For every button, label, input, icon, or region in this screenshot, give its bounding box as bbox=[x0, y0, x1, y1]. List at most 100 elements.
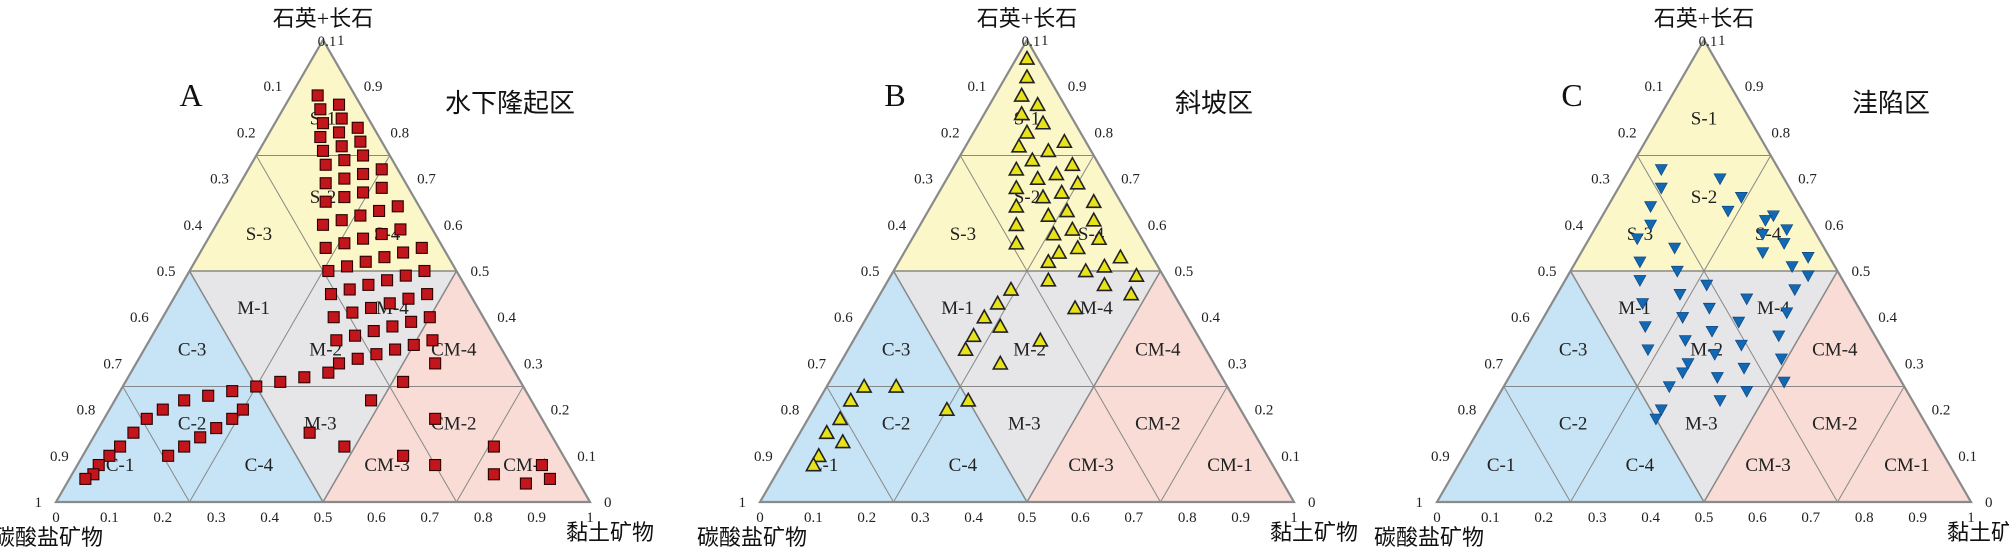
field-label-c-2: C-2 bbox=[882, 413, 911, 434]
tick-label-left: 1 bbox=[1416, 495, 1424, 511]
data-point bbox=[338, 440, 351, 453]
data-point bbox=[1801, 252, 1815, 264]
data-point bbox=[346, 306, 359, 319]
data-point bbox=[429, 357, 442, 370]
data-point bbox=[1758, 215, 1772, 227]
data-point bbox=[1772, 330, 1786, 343]
data-point bbox=[1756, 228, 1770, 241]
tick-label-bottom: 0.4 bbox=[1641, 510, 1660, 526]
data-point bbox=[1007, 160, 1025, 176]
data-point bbox=[178, 394, 191, 407]
data-point bbox=[1678, 335, 1692, 347]
tick-label-right: 0.8 bbox=[1094, 125, 1113, 141]
tick-label-left: 0.5 bbox=[1538, 264, 1557, 280]
data-point bbox=[1069, 174, 1087, 190]
data-point bbox=[1734, 339, 1748, 352]
panel-title: 水下隆起区 bbox=[445, 89, 575, 118]
data-point bbox=[332, 126, 346, 139]
field-label-c-4: C-4 bbox=[1626, 455, 1655, 476]
data-point bbox=[1031, 331, 1049, 347]
tick-label-right: 0.2 bbox=[1932, 403, 1951, 419]
tick-label-bottom: 0.4 bbox=[260, 510, 279, 526]
ternary-frame bbox=[1435, 37, 1973, 504]
data-point bbox=[1702, 302, 1716, 315]
data-point bbox=[351, 121, 364, 134]
data-point bbox=[343, 283, 356, 296]
data-point bbox=[365, 301, 378, 315]
tick-label-right: 1 bbox=[1718, 33, 1726, 49]
field-label-c-2: C-2 bbox=[1559, 413, 1588, 434]
data-point bbox=[1668, 242, 1682, 255]
tick-label-apex: 0.1 bbox=[318, 34, 337, 50]
data-point bbox=[389, 343, 402, 356]
data-point bbox=[1048, 165, 1065, 181]
subdivision-line bbox=[1636, 270, 1705, 387]
data-point bbox=[1644, 219, 1658, 232]
tick-label-right: 0 bbox=[604, 495, 612, 511]
data-point bbox=[303, 426, 316, 439]
data-point bbox=[1064, 156, 1081, 172]
tick-label-left: 0.4 bbox=[887, 218, 906, 234]
data-point bbox=[1064, 220, 1081, 236]
data-point bbox=[1023, 151, 1041, 167]
data-point bbox=[314, 103, 327, 116]
data-point bbox=[965, 327, 982, 343]
field-label-c-4: C-4 bbox=[245, 455, 274, 476]
data-point bbox=[1128, 266, 1145, 283]
tick-label-bottom: 0.7 bbox=[420, 510, 439, 526]
data-point bbox=[1654, 404, 1668, 417]
data-point bbox=[991, 317, 1009, 333]
tick-label-bottom: 0.7 bbox=[1801, 510, 1820, 526]
data-point bbox=[1780, 307, 1794, 320]
tick-label-left: 1 bbox=[35, 495, 43, 511]
data-point bbox=[1085, 211, 1103, 227]
subdivision-line bbox=[1026, 155, 1095, 272]
data-point bbox=[535, 458, 548, 472]
tick-label-left: 0.5 bbox=[157, 264, 176, 280]
data-point bbox=[332, 357, 346, 370]
data-point bbox=[365, 394, 378, 407]
data-point bbox=[162, 449, 175, 462]
tick-label-right: 0.9 bbox=[1068, 79, 1087, 95]
tick-label-bottom: 0.1 bbox=[1481, 510, 1500, 526]
data-point bbox=[831, 410, 849, 426]
data-point bbox=[1029, 96, 1047, 112]
data-point bbox=[1633, 256, 1647, 269]
data-point bbox=[1034, 114, 1052, 130]
subdivision-line bbox=[1093, 386, 1161, 503]
data-point bbox=[359, 255, 372, 268]
tick-label-left: 0.7 bbox=[103, 356, 122, 372]
data-point bbox=[1077, 262, 1095, 278]
data-point bbox=[338, 237, 351, 250]
panel-title: 斜坡区 bbox=[1175, 89, 1253, 118]
field-label-m-3: M-3 bbox=[1008, 413, 1041, 434]
ternary-panel-a: 100.1 0.90.10.2 0.80.20.3 0.70.30.4 0.60.40.… bbox=[0, 6, 654, 550]
subdivision-line bbox=[1703, 270, 1772, 387]
tick-label-right: 0.2 bbox=[1255, 403, 1274, 419]
data-point bbox=[354, 135, 367, 148]
data-point bbox=[319, 241, 332, 254]
data-point bbox=[322, 366, 335, 379]
data-point bbox=[1734, 191, 1748, 204]
data-point bbox=[370, 348, 383, 361]
data-point bbox=[487, 468, 500, 481]
tick-label-left: 0.8 bbox=[77, 403, 96, 419]
data-point bbox=[426, 334, 439, 347]
tick-label-right: 0.9 bbox=[364, 79, 383, 95]
data-point bbox=[356, 149, 370, 162]
data-point bbox=[887, 377, 905, 393]
tick-label-bottom: 0.8 bbox=[474, 510, 493, 526]
tick-label-left: 0.6 bbox=[130, 310, 149, 326]
corner-label-carbonate: 碳酸盐矿物 bbox=[0, 525, 103, 550]
data-point bbox=[805, 456, 822, 472]
data-point bbox=[989, 294, 1006, 310]
tick-label-left: 0.2 bbox=[1618, 125, 1637, 141]
corner-label-carbonate: 碳酸盐矿物 bbox=[1374, 525, 1484, 550]
data-point bbox=[335, 140, 348, 153]
data-point bbox=[226, 385, 239, 398]
data-point bbox=[319, 177, 332, 190]
data-point bbox=[1069, 239, 1087, 255]
data-point bbox=[418, 264, 431, 278]
data-point bbox=[1641, 344, 1655, 357]
